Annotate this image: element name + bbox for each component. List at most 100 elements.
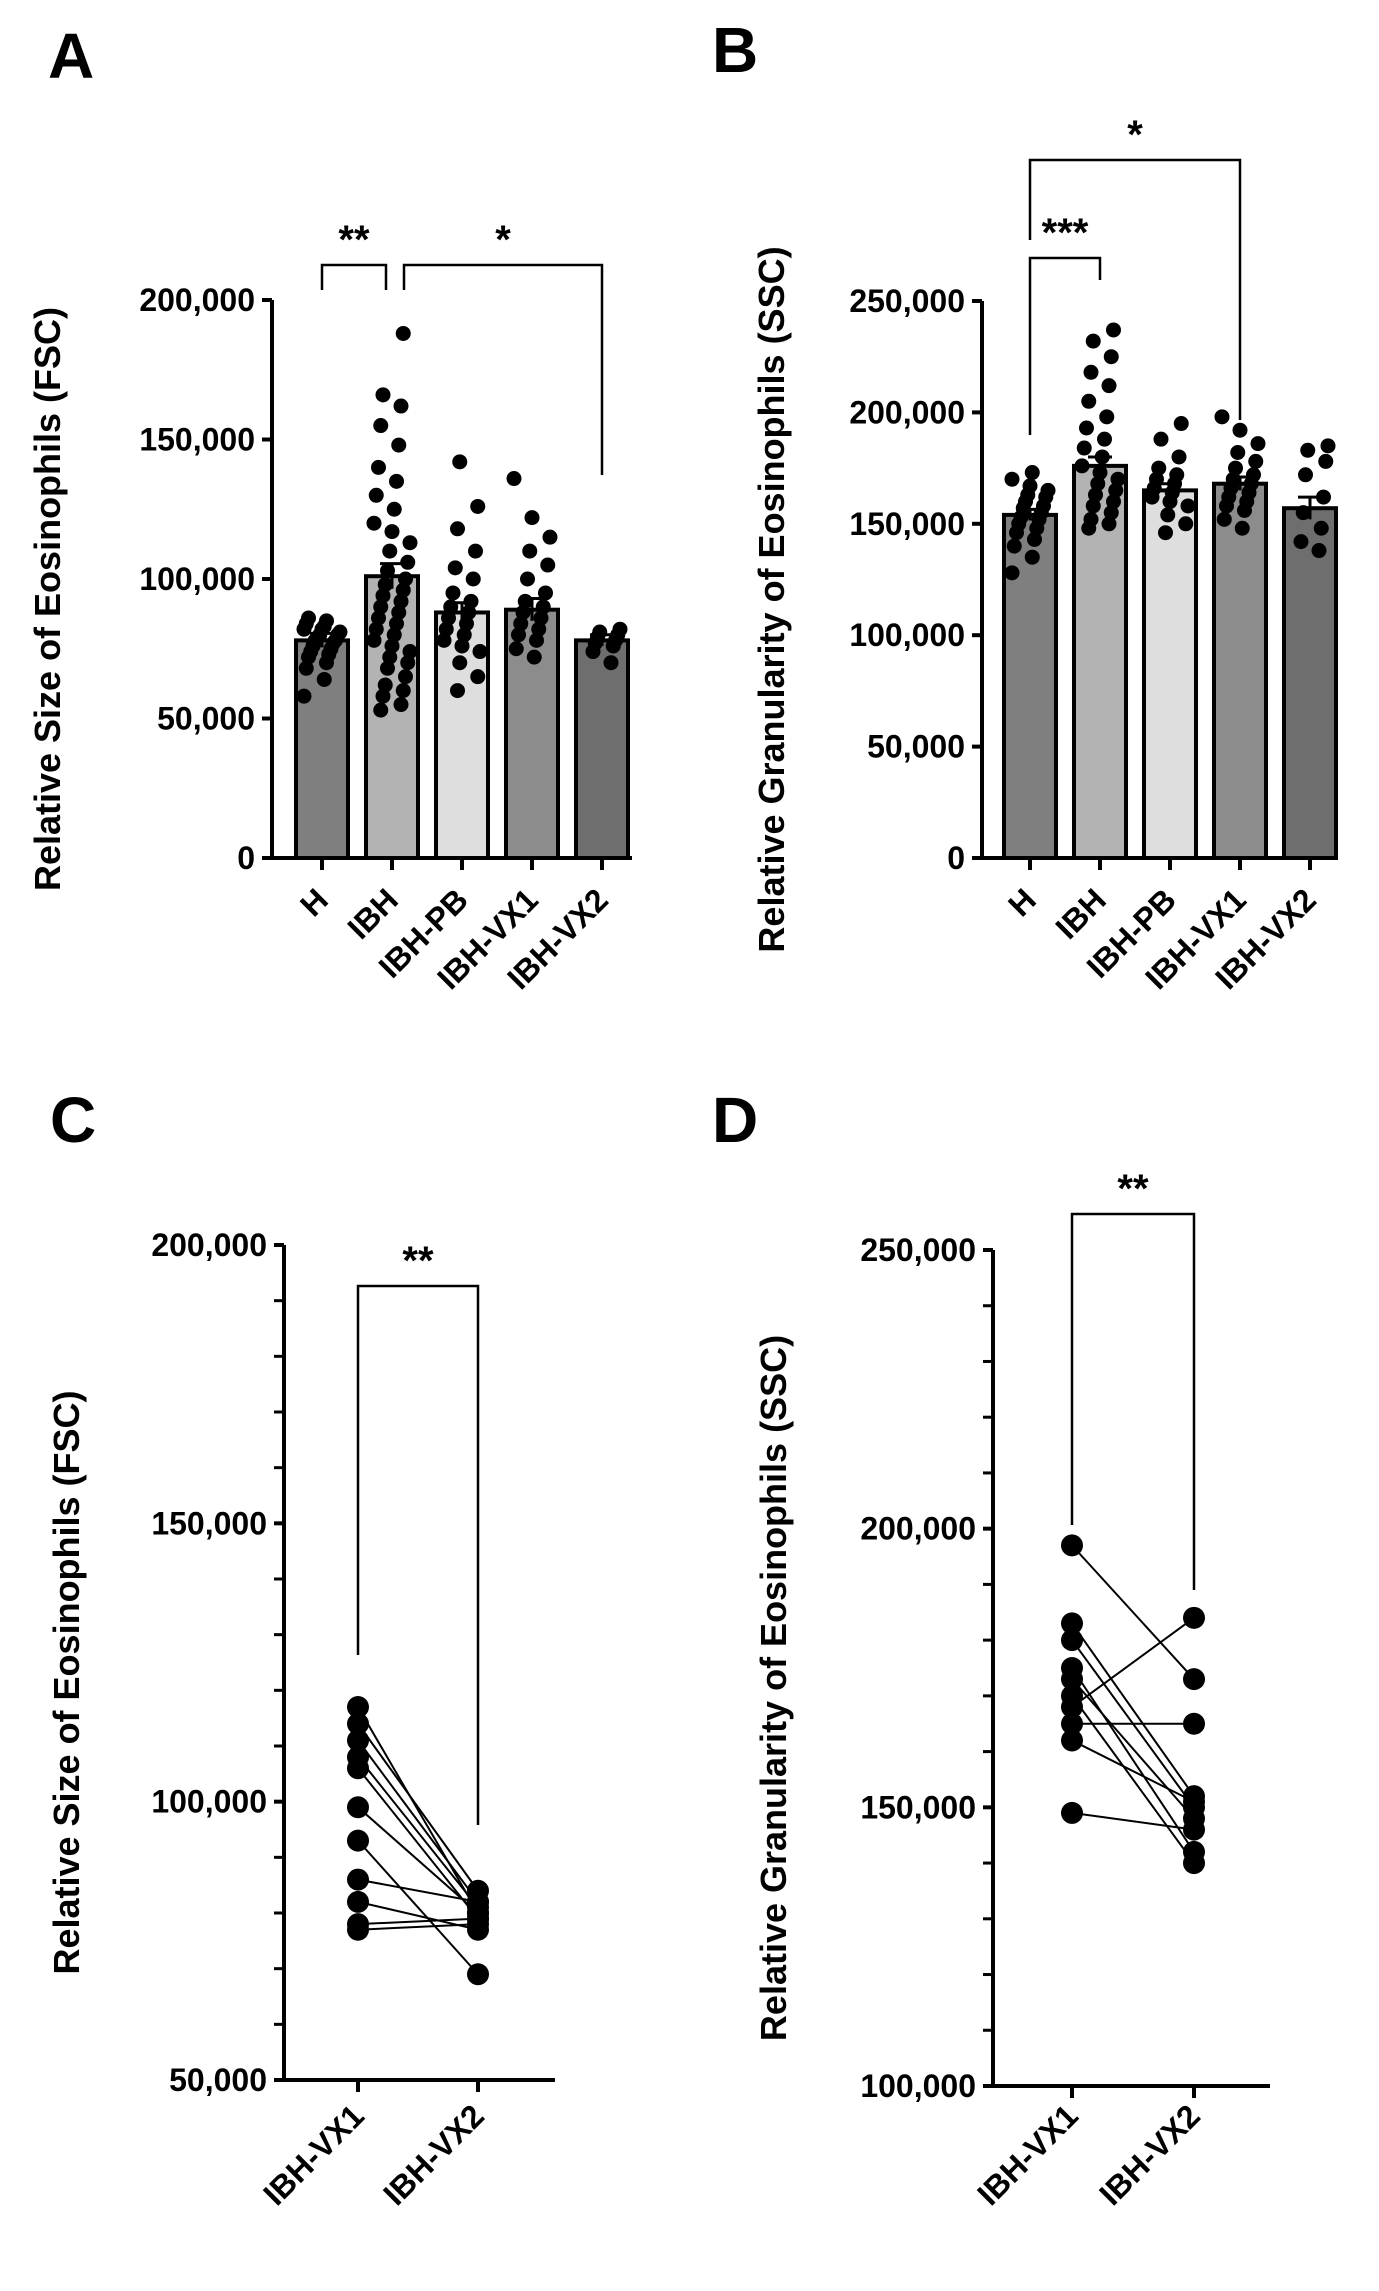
pair-line-c bbox=[357, 1917, 479, 1926]
data-point-a-3 bbox=[520, 571, 535, 587]
data-point-b-1 bbox=[1079, 420, 1094, 436]
data-point-a-1 bbox=[400, 655, 416, 671]
y-tick-label-b: 100,000 bbox=[849, 617, 965, 653]
data-point-a-3 bbox=[531, 621, 547, 637]
data-point-a-2 bbox=[441, 610, 456, 626]
data-point-b-4 bbox=[1300, 442, 1316, 458]
data-point-b-1 bbox=[1085, 333, 1101, 349]
data-point-b-1 bbox=[1101, 516, 1117, 532]
data-point-b-0 bbox=[1027, 531, 1042, 547]
data-point-d-vx2 bbox=[1183, 1790, 1205, 1813]
y-axis-title-a: Relative Size of Eosinophils (FSC) bbox=[27, 307, 68, 891]
data-point-b-3 bbox=[1230, 445, 1246, 461]
data-point-b-1 bbox=[1106, 494, 1121, 510]
data-point-a-0 bbox=[296, 688, 312, 704]
data-point-a-1 bbox=[391, 604, 407, 620]
data-point-d-vx1 bbox=[1061, 1696, 1083, 1719]
data-point-c-vx2 bbox=[467, 1963, 489, 1986]
data-point-b-1 bbox=[1099, 409, 1115, 425]
data-point-a-0 bbox=[332, 624, 348, 640]
pair-line-c bbox=[357, 1756, 479, 1909]
data-point-a-0 bbox=[319, 613, 334, 629]
pair-line-d bbox=[1071, 1695, 1195, 1864]
y-tick-label-a: 50,000 bbox=[157, 701, 255, 737]
data-point-b-1 bbox=[1092, 465, 1108, 481]
significance-bracket-b bbox=[1028, 158, 1242, 420]
data-point-a-2 bbox=[456, 627, 472, 643]
data-point-a-1 bbox=[380, 660, 395, 676]
data-point-a-1 bbox=[368, 621, 384, 637]
significance-bracket-a bbox=[320, 263, 388, 290]
data-point-a-1 bbox=[371, 459, 386, 475]
y-tick-label-d: 100,000 bbox=[860, 2068, 976, 2104]
data-point-b-4 bbox=[1318, 453, 1334, 469]
data-point-d-vx2 bbox=[1183, 1818, 1205, 1841]
data-point-c-vx1 bbox=[347, 1796, 369, 1819]
data-point-a-1 bbox=[373, 418, 389, 434]
data-point-a-1 bbox=[375, 588, 391, 604]
data-point-a-2 bbox=[452, 655, 468, 671]
data-point-a-1 bbox=[386, 501, 402, 517]
data-point-b-2 bbox=[1151, 460, 1167, 476]
data-point-b-1 bbox=[1088, 487, 1103, 503]
data-point-c-vx1 bbox=[347, 1696, 369, 1719]
y-axis-title-c: Relative Size of Eosinophils (FSC) bbox=[46, 1390, 87, 1974]
data-point-a-1 bbox=[386, 627, 402, 643]
bar-a-4 bbox=[574, 638, 630, 860]
data-point-a-1 bbox=[389, 473, 404, 489]
significance-bracket-a bbox=[402, 263, 604, 475]
data-point-b-4 bbox=[1316, 489, 1331, 505]
data-point-b-2 bbox=[1178, 516, 1194, 532]
significance-bracket-c bbox=[356, 1284, 480, 1825]
y-axis-title-b: Relative Granularity of Eosinophils (SSC… bbox=[751, 246, 792, 952]
data-point-a-1 bbox=[384, 524, 400, 540]
data-point-a-3 bbox=[526, 649, 542, 665]
data-point-c-vx2 bbox=[467, 1890, 489, 1913]
data-point-b-0 bbox=[1040, 482, 1056, 498]
y-tick-label-a: 150,000 bbox=[139, 422, 255, 458]
pair-line-d bbox=[1071, 1617, 1195, 1708]
data-point-a-3 bbox=[540, 557, 556, 573]
data-point-a-3 bbox=[511, 627, 526, 643]
category-label-a: H bbox=[293, 881, 335, 923]
pair-line-d bbox=[1071, 1739, 1195, 1803]
pair-line-c bbox=[357, 1767, 479, 1920]
pair-line-c bbox=[357, 1739, 479, 1903]
significance-label-b: *** bbox=[1042, 211, 1089, 255]
data-point-b-1 bbox=[1085, 498, 1101, 514]
panel-a: A 0 50,000 100,000 150,000 200,000 Relative S… bbox=[27, 20, 632, 996]
data-point-a-2 bbox=[472, 644, 488, 660]
data-point-a-0 bbox=[301, 610, 316, 626]
data-point-b-2 bbox=[1160, 507, 1176, 523]
data-point-b-1 bbox=[1106, 322, 1121, 338]
panel-letter-b: B bbox=[712, 14, 758, 86]
data-point-b-0 bbox=[1004, 565, 1020, 581]
data-point-b-3 bbox=[1225, 471, 1241, 487]
y-tick-label-c: 50,000 bbox=[169, 2062, 267, 2098]
data-point-b-2 bbox=[1149, 471, 1164, 487]
y-tick-label-c: 200,000 bbox=[151, 1227, 267, 1263]
y-tick-label-d: 250,000 bbox=[860, 1232, 976, 1268]
data-point-a-2 bbox=[438, 621, 454, 637]
data-point-a-2 bbox=[447, 560, 463, 576]
data-point-d-vx2 bbox=[1183, 1712, 1205, 1735]
data-point-a-0 bbox=[316, 671, 332, 687]
data-point-b-1 bbox=[1108, 482, 1124, 498]
data-point-c-vx1 bbox=[347, 1868, 369, 1891]
y-tick-label-b: 150,000 bbox=[849, 506, 965, 542]
data-point-b-3 bbox=[1216, 511, 1232, 527]
data-point-b-0 bbox=[1024, 549, 1040, 565]
data-point-a-1 bbox=[366, 632, 382, 648]
significance-label-a: ** bbox=[338, 218, 370, 262]
data-point-b-2 bbox=[1171, 449, 1187, 465]
data-point-b-1 bbox=[1103, 505, 1119, 521]
category-label-d: IBH-VX1 bbox=[970, 2097, 1085, 2212]
y-tick-label-a: 200,000 bbox=[139, 282, 255, 318]
data-point-a-1 bbox=[366, 515, 382, 531]
category-label-b: H bbox=[1001, 881, 1043, 923]
data-point-d-vx1 bbox=[1061, 1729, 1083, 1752]
pair-line-c bbox=[357, 1723, 479, 1892]
data-point-b-4 bbox=[1311, 543, 1327, 559]
data-point-a-3 bbox=[542, 529, 558, 545]
data-point-d-vx1 bbox=[1061, 1612, 1083, 1635]
